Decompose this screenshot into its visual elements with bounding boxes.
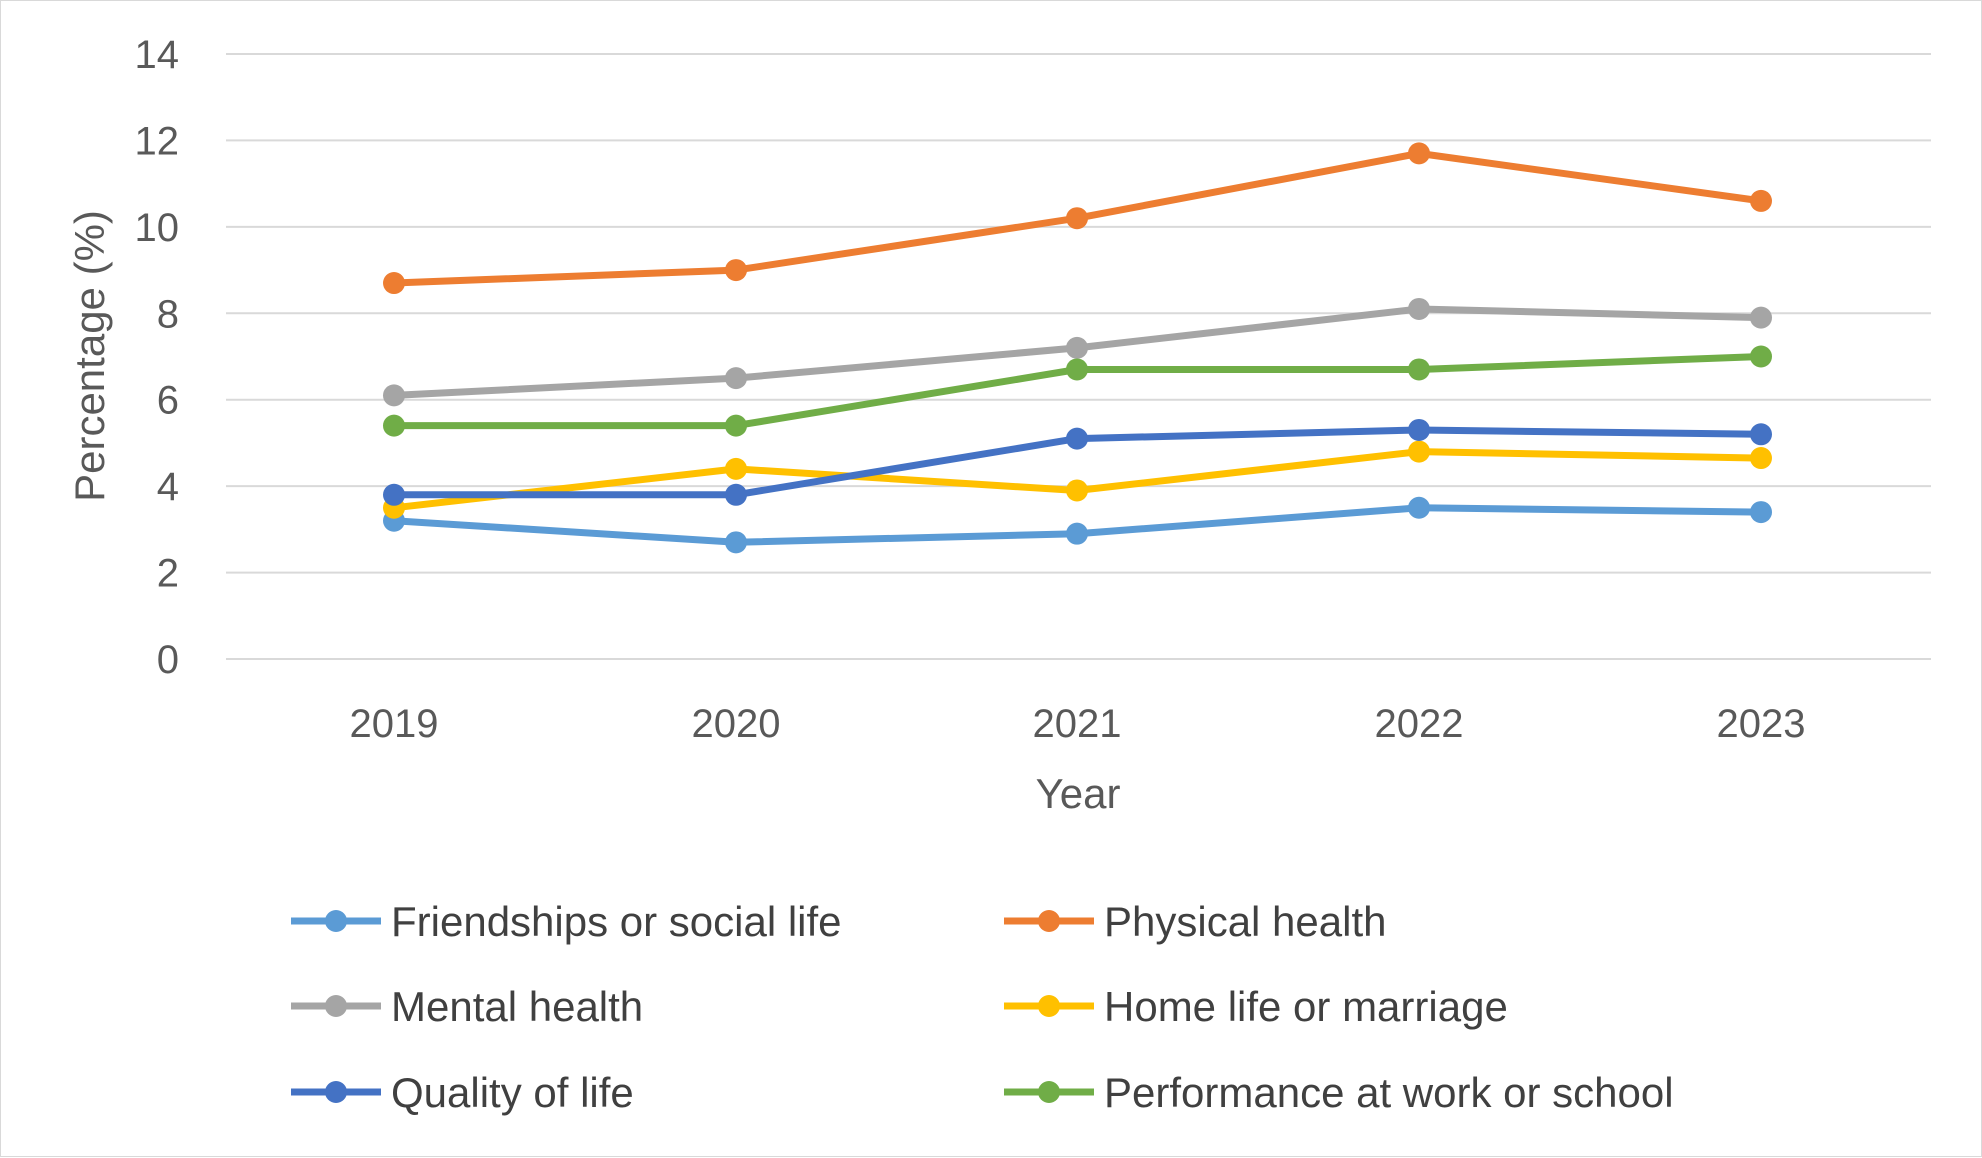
data-point <box>1408 142 1430 165</box>
x-tick-label: 2021 <box>1033 702 1122 746</box>
data-point <box>1408 358 1430 381</box>
y-tick-label: 2 <box>157 552 179 596</box>
data-point <box>383 414 405 437</box>
legend-swatch-marker <box>1038 910 1060 932</box>
series-5 <box>383 345 1772 437</box>
data-point <box>1750 447 1772 470</box>
data-point <box>1066 522 1088 545</box>
legend-label: Home life or marriage <box>1104 983 1508 1030</box>
data-point <box>725 457 747 480</box>
data-point <box>1750 501 1772 524</box>
series-4 <box>383 418 1772 506</box>
legend-label: Mental health <box>391 983 643 1030</box>
data-point <box>725 483 747 506</box>
x-tick-label: 2023 <box>1717 702 1806 746</box>
data-point <box>725 531 747 554</box>
y-tick-label: 6 <box>157 379 179 423</box>
y-tick-label: 14 <box>135 33 180 77</box>
legend-swatch-marker <box>1038 995 1060 1017</box>
legend-item: Mental health <box>291 983 643 1030</box>
data-point <box>1408 418 1430 441</box>
data-point <box>1066 358 1088 381</box>
x-axis-ticks: 2019 2020 2021 2022 2023 <box>350 702 1806 746</box>
data-point <box>1408 297 1430 320</box>
data-point <box>383 384 405 407</box>
data-point <box>383 483 405 506</box>
series-0 <box>383 496 1772 554</box>
legend-label: Physical health <box>1104 898 1387 945</box>
data-point <box>1066 207 1088 230</box>
y-tick-label: 0 <box>157 638 179 682</box>
legend-item: Home life or marriage <box>1004 983 1508 1030</box>
data-point <box>1750 189 1772 212</box>
series-1 <box>383 142 1772 295</box>
x-axis-title: Year <box>1036 770 1121 817</box>
data-point <box>1750 345 1772 368</box>
x-tick-label: 2020 <box>692 702 781 746</box>
y-axis-ticks: 0 2 4 6 8 10 12 14 <box>135 33 180 682</box>
series-2 <box>383 297 1772 407</box>
data-point <box>1750 306 1772 329</box>
y-tick-label: 8 <box>157 292 179 336</box>
legend-item: Friendships or social life <box>291 898 842 945</box>
data-point <box>1750 423 1772 446</box>
series-lines <box>383 142 1772 554</box>
x-tick-label: 2022 <box>1375 702 1464 746</box>
legend-swatch-marker <box>325 1081 347 1103</box>
legend-label: Performance at work or school <box>1104 1069 1674 1116</box>
y-tick-label: 4 <box>157 465 179 509</box>
data-point <box>725 414 747 437</box>
legend-label: Friendships or social life <box>391 898 842 945</box>
data-point <box>1066 479 1088 502</box>
legend-swatch-marker <box>325 910 347 932</box>
y-tick-label: 12 <box>135 119 180 163</box>
data-point <box>725 367 747 390</box>
legend-swatch-marker <box>1038 1081 1060 1103</box>
data-point <box>1066 336 1088 359</box>
x-tick-label: 2019 <box>350 702 439 746</box>
y-tick-label: 10 <box>135 206 180 250</box>
data-point <box>1066 427 1088 450</box>
legend-item: Physical health <box>1004 898 1387 945</box>
legend-item: Quality of life <box>291 1069 634 1116</box>
legend: Friendships or social life Physical healt… <box>291 898 1674 1116</box>
legend-label: Quality of life <box>391 1069 634 1116</box>
legend-swatch-marker <box>325 995 347 1017</box>
data-point <box>1408 440 1430 463</box>
data-point <box>1408 496 1430 519</box>
y-axis-title: Percentage (%) <box>66 210 113 502</box>
legend-item: Performance at work or school <box>1004 1069 1674 1116</box>
data-point <box>725 259 747 282</box>
data-point <box>383 272 405 295</box>
